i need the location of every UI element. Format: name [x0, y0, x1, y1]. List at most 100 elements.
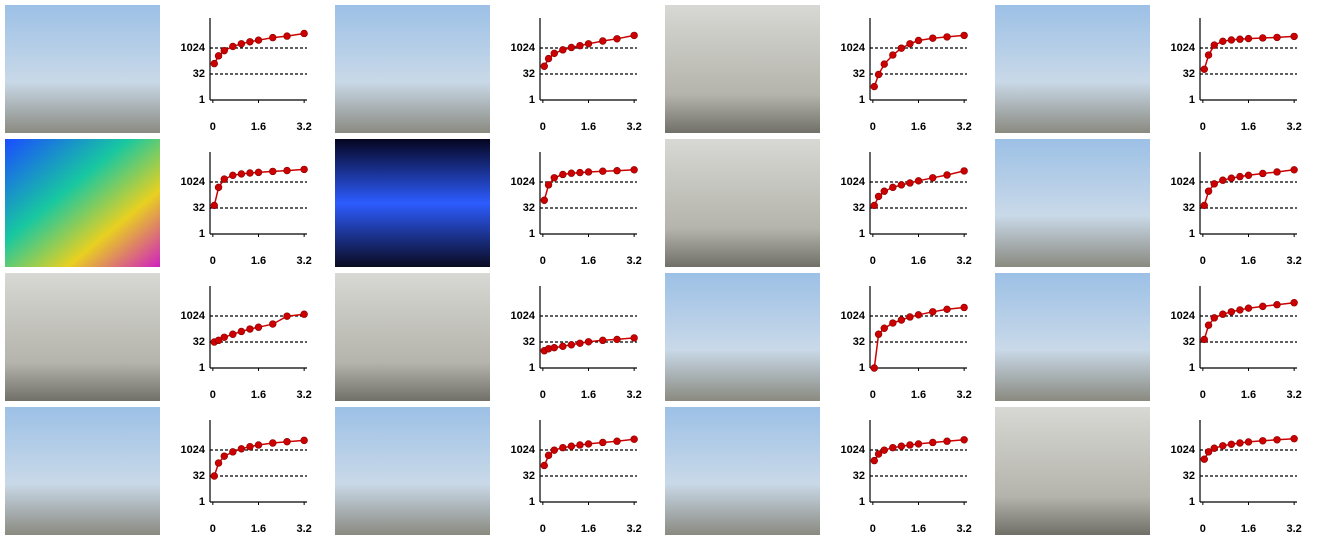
point	[550, 446, 558, 454]
x-tick-label: 0	[870, 389, 876, 401]
point	[1200, 455, 1208, 463]
y-tick-label: 1	[859, 362, 865, 374]
point	[269, 167, 277, 176]
point	[1219, 442, 1227, 450]
y-tick-label: 32	[193, 336, 205, 348]
point	[220, 46, 228, 55]
point	[254, 36, 263, 44]
point	[559, 443, 567, 452]
y-tick-label: 32	[853, 68, 865, 80]
point	[897, 442, 906, 450]
point	[269, 33, 277, 42]
photo	[665, 5, 820, 133]
y-tick-label: 1024	[511, 42, 536, 54]
photo	[995, 139, 1150, 267]
x-tick-label: 3.2	[1286, 121, 1301, 133]
x-tick-label: 3.2	[626, 389, 641, 401]
y-tick-label: 1	[529, 228, 535, 240]
point	[599, 37, 607, 45]
point	[1273, 301, 1281, 309]
series-line	[873, 34, 965, 87]
point	[889, 443, 897, 452]
point	[550, 343, 558, 352]
point	[599, 438, 607, 447]
y-tick-label: 32	[193, 470, 205, 482]
point	[1259, 302, 1267, 311]
point	[906, 313, 914, 321]
series-line	[213, 32, 305, 64]
point	[906, 179, 914, 187]
point	[929, 308, 937, 316]
x-tick-label: 1.6	[1241, 255, 1256, 267]
point	[889, 183, 897, 192]
point	[613, 437, 621, 445]
series-line	[213, 439, 305, 477]
x-tick-label: 0	[210, 523, 216, 535]
point	[960, 31, 968, 40]
point	[210, 201, 218, 210]
point	[960, 436, 968, 444]
point	[906, 40, 914, 48]
point	[229, 330, 237, 338]
point	[613, 167, 621, 175]
y-tick-label: 1	[1189, 496, 1195, 508]
point	[567, 43, 576, 52]
x-tick-label: 1.6	[911, 523, 926, 535]
point	[1200, 335, 1208, 344]
y-tick-label: 1024	[1171, 444, 1196, 456]
y-tick-label: 1	[1189, 228, 1195, 240]
x-tick-label: 0	[540, 389, 546, 401]
y-tick-label: 1	[529, 496, 535, 508]
y-tick-label: 32	[523, 202, 535, 214]
x-tick-label: 3.2	[296, 389, 311, 401]
y-tick-label: 1024	[841, 444, 866, 456]
point	[283, 32, 291, 40]
series-line	[543, 34, 635, 67]
point	[237, 327, 246, 336]
point	[567, 169, 576, 177]
point	[254, 323, 263, 331]
photo	[995, 407, 1150, 535]
y-tick-label: 32	[1183, 202, 1195, 214]
photo	[335, 407, 490, 535]
x-tick-label: 1.6	[1241, 389, 1256, 401]
point	[237, 40, 246, 48]
point	[880, 446, 888, 454]
point	[599, 167, 607, 175]
x-tick-label: 0	[210, 121, 216, 133]
point	[880, 324, 888, 332]
point	[300, 310, 308, 318]
point	[889, 51, 897, 59]
point	[567, 442, 576, 450]
photo	[665, 273, 820, 401]
point	[1210, 180, 1218, 188]
x-tick-label: 0	[1200, 523, 1206, 535]
point	[550, 49, 558, 58]
series-line	[1203, 169, 1295, 206]
x-tick-label: 3.2	[296, 523, 311, 535]
point	[1200, 65, 1208, 73]
x-tick-label: 3.2	[626, 255, 641, 267]
photo	[665, 139, 820, 267]
point	[870, 82, 878, 91]
y-tick-label: 1024	[1171, 42, 1196, 54]
point	[960, 303, 968, 312]
point	[1200, 201, 1208, 210]
point	[254, 441, 263, 449]
series-line	[543, 438, 635, 466]
y-tick-label: 1	[1189, 362, 1195, 374]
x-tick-label: 0	[870, 523, 876, 535]
y-tick-label: 1	[859, 496, 865, 508]
point	[1204, 51, 1213, 59]
photo	[5, 407, 160, 535]
y-tick-label: 32	[523, 336, 535, 348]
point	[1259, 437, 1267, 445]
point	[1210, 444, 1218, 452]
point	[630, 435, 638, 443]
y-tick-label: 1	[199, 496, 205, 508]
point	[544, 181, 553, 189]
point	[1259, 169, 1267, 178]
x-tick-label: 0	[540, 121, 546, 133]
point	[210, 59, 218, 68]
point	[914, 36, 923, 45]
